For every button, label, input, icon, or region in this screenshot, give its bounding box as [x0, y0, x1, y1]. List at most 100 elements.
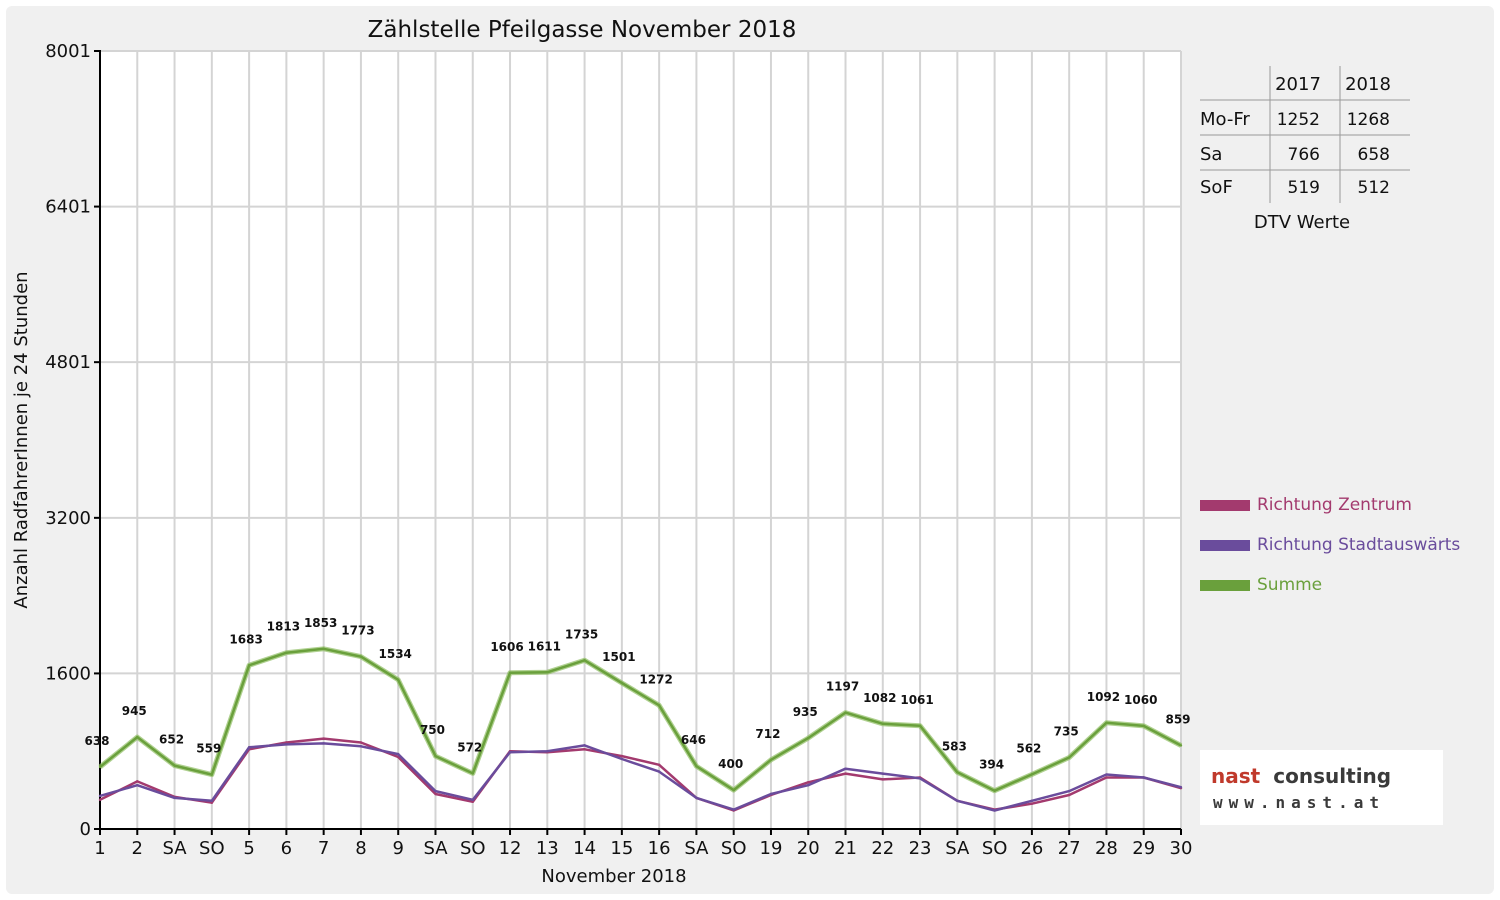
legend: Richtung Zentrum Richtung Stadtauswärts …	[1200, 495, 1460, 595]
data-point	[993, 789, 996, 792]
dtv-cell: 1252	[1277, 110, 1320, 130]
dtv-caption: DTV Werte	[1254, 212, 1350, 233]
data-point	[434, 754, 437, 758]
logo-brand: nast consulting	[1211, 764, 1391, 788]
data-point	[173, 764, 176, 767]
data-label: 646	[681, 733, 706, 747]
data-point	[1067, 789, 1071, 793]
data-point	[1030, 799, 1034, 803]
data-point	[695, 796, 698, 800]
data-point	[657, 763, 661, 767]
data-label: 1082	[863, 691, 896, 705]
data-label: 562	[1016, 741, 1041, 755]
x-tick-label: 23	[909, 838, 932, 859]
logo-brand-part1: nast	[1211, 764, 1261, 788]
data-label: 1197	[826, 680, 859, 694]
dtv-cell: 519	[1288, 178, 1320, 198]
data-point	[210, 773, 214, 776]
data-point	[807, 781, 810, 784]
x-tick-label: 22	[871, 838, 894, 859]
x-tick-label: SO	[982, 838, 1008, 859]
data-point	[732, 788, 735, 792]
data-point	[1105, 721, 1108, 725]
data-point	[136, 735, 139, 739]
data-point	[918, 777, 922, 780]
x-tick-label: 30	[1170, 838, 1193, 859]
logo-brand-part2: consulting	[1273, 764, 1391, 788]
data-point	[695, 764, 698, 768]
data-point	[1030, 773, 1034, 776]
data-point	[620, 754, 624, 758]
data-label: 712	[755, 727, 780, 741]
data-point	[285, 743, 288, 746]
data-label: 735	[1054, 725, 1079, 739]
data-point	[956, 799, 959, 803]
data-point	[359, 745, 363, 748]
dtv-cell: 1268	[1347, 110, 1390, 130]
data-point	[769, 758, 773, 761]
data-point	[471, 798, 474, 802]
x-tick-label: SA	[163, 838, 188, 859]
data-label: 394	[979, 758, 1004, 772]
y-tick-label: 3200	[45, 508, 91, 529]
data-label: 1683	[229, 632, 262, 646]
data-point	[359, 741, 363, 744]
data-point	[471, 800, 474, 803]
chart-title: Zählstelle Pfeilgasse November 2018	[368, 17, 797, 43]
data-point	[322, 737, 325, 740]
data-point	[657, 770, 661, 773]
x-tick-label: 12	[499, 838, 522, 859]
dtv-header-2018: 2018	[1345, 74, 1391, 95]
data-label: 1606	[490, 640, 523, 654]
data-point	[98, 794, 102, 798]
logo-url: www.nast.at	[1213, 793, 1385, 812]
x-tick-label: 9	[392, 838, 403, 859]
legend-swatch-stadtauswaerts	[1200, 540, 1250, 551]
x-tick-label: 6	[281, 838, 292, 859]
data-point	[136, 780, 139, 783]
y-tick-label: 6401	[45, 197, 91, 218]
data-point	[881, 722, 884, 725]
data-label: 1092	[1087, 690, 1120, 704]
data-label: 583	[942, 739, 967, 753]
data-label: 1534	[379, 647, 412, 661]
data-point	[1067, 793, 1071, 797]
data-label: 1853	[304, 616, 337, 630]
data-point	[881, 772, 884, 775]
legend-swatch-zentrum	[1200, 500, 1250, 511]
data-point	[918, 724, 922, 728]
data-label: 1060	[1124, 693, 1157, 707]
data-point	[1067, 756, 1071, 759]
data-point	[1105, 776, 1108, 779]
data-point	[844, 711, 847, 714]
data-point	[732, 808, 735, 811]
logo-background	[1200, 750, 1443, 825]
data-label: 1773	[341, 624, 374, 638]
x-tick-label: SA	[684, 838, 709, 859]
data-point	[881, 778, 884, 781]
x-tick-label: 26	[1020, 838, 1043, 859]
dtv-table: 2017 2018 Mo-Fr 1252 1268 Sa 766 658 SoF…	[1200, 66, 1410, 233]
y-tick-label: 4801	[45, 352, 91, 373]
data-label: 400	[718, 757, 743, 771]
data-label: 1735	[565, 627, 598, 641]
data-point	[1142, 724, 1145, 728]
x-tick-label: 8	[355, 838, 366, 859]
data-point	[583, 659, 586, 662]
data-label: 1061	[900, 693, 933, 707]
data-point	[210, 801, 214, 804]
x-tick-label: 5	[243, 838, 254, 859]
series-layer	[98, 646, 1183, 812]
data-point	[769, 792, 773, 796]
x-tick-label: 1	[94, 838, 105, 859]
data-point	[583, 748, 586, 751]
data-point	[322, 647, 325, 651]
data-point	[956, 771, 959, 774]
data-label: 559	[196, 742, 221, 756]
data-point	[173, 796, 176, 800]
x-tick-label: 2	[132, 838, 143, 859]
x-tick-label: 15	[610, 838, 633, 859]
data-point	[434, 792, 437, 796]
